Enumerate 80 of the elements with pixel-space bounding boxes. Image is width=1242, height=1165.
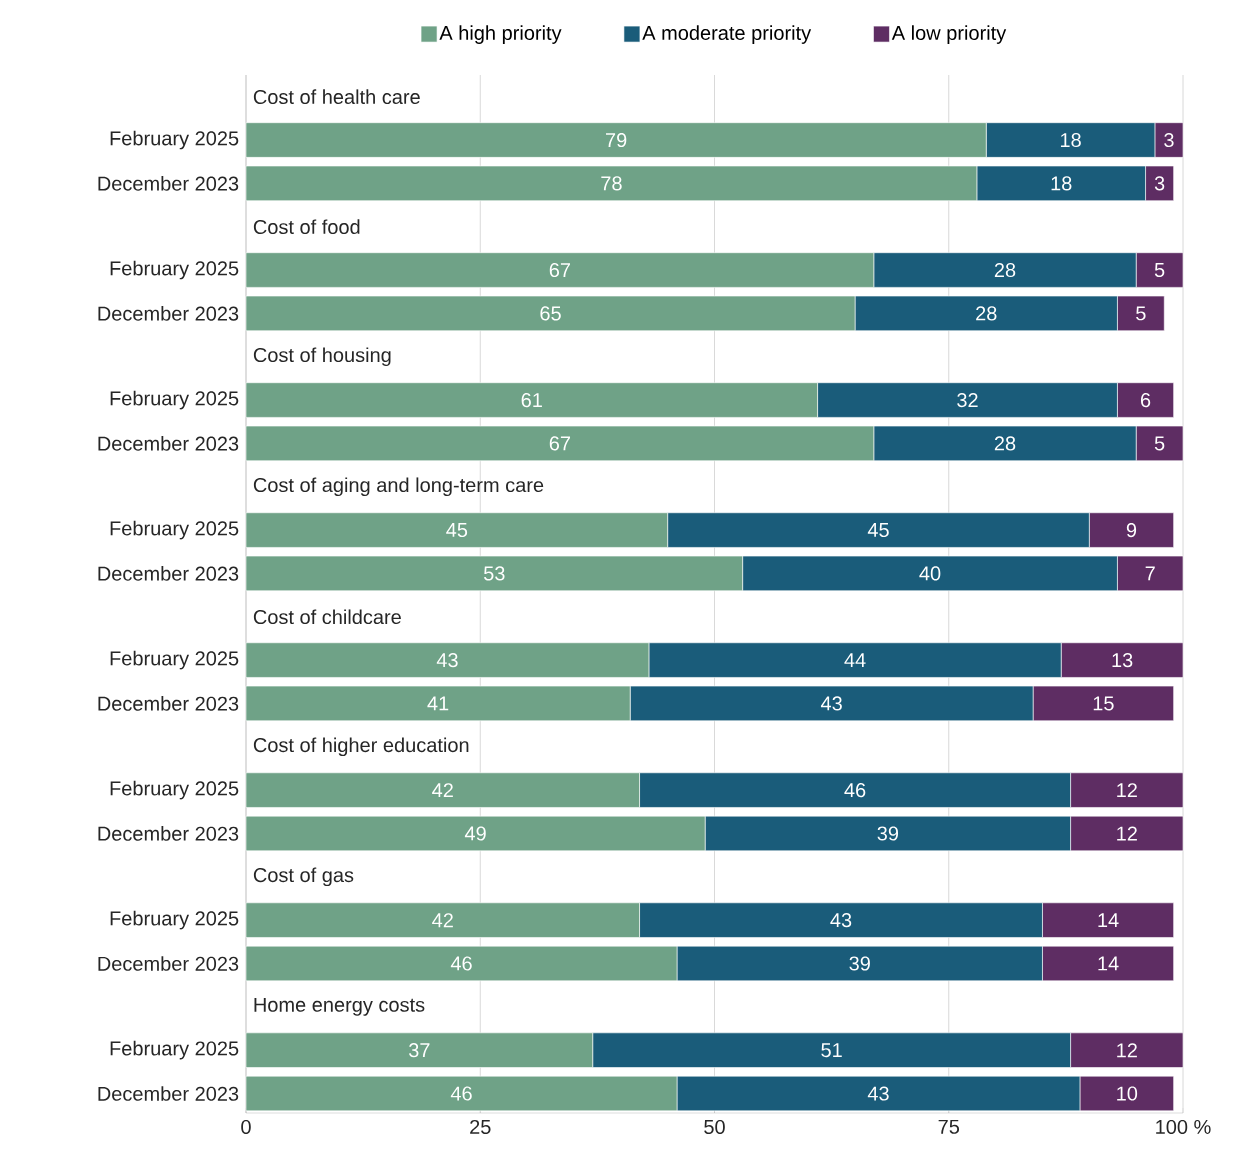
data-label: 51 [821,1043,842,1058]
data-label: 49 [464,826,486,841]
data-label: 9 [1126,523,1137,538]
data-label: 12 [1117,1043,1137,1058]
data-label: 28 [994,436,1016,451]
data-label: 13 [1112,653,1133,668]
y-tick-label: February 2025 [110,390,239,410]
y-tick-label: February 2025 [110,1040,239,1060]
y-tick-label: February 2025 [110,260,239,280]
data-label: 12 [1117,826,1137,841]
annotation: Cost of higher education [253,737,469,757]
data-label: 46 [450,956,472,971]
annotation: Cost of health care [253,89,420,105]
legend-label: A low priority [891,25,1007,44]
annotation: Cost of housing [253,347,391,367]
data-label: 39 [849,956,870,971]
x-tick-label: 0 [241,1119,251,1135]
data-label: 40 [919,566,941,581]
x-tick-label: 25 [470,1119,491,1135]
data-label: 37 [408,1043,430,1058]
data-label: 53 [483,566,505,581]
y-tick-label: December 2023 [98,696,239,711]
data-label: 7 [1145,566,1155,581]
y-tick-label: December 2023 [98,956,239,971]
annotation: Cost of gas [253,867,354,887]
data-label: 44 [844,653,866,667]
y-tick-label: December 2023 [98,1086,239,1101]
data-label: 43 [867,1086,889,1101]
legend-label: A moderate priority [642,25,812,44]
data-label: 6 [1140,392,1151,408]
annotation: Cost of childcare [253,609,401,625]
data-label: 45 [867,523,889,538]
data-label: 28 [994,262,1016,278]
y-tick-label: February 2025 [110,650,239,670]
y-tick-label: December 2023 [98,436,239,451]
y-tick-label: December 2023 [98,566,239,581]
x-tick-label: 100 % [1156,1119,1211,1135]
y-tick-label: February 2025 [110,130,239,150]
data-label: 42 [432,913,453,928]
y-tick-label: December 2023 [98,306,239,321]
data-label: 10 [1117,1086,1138,1101]
data-label: 65 [540,306,561,321]
data-label: 3 [1164,132,1174,148]
data-label: 5 [1154,436,1165,451]
data-label: 78 [601,176,622,191]
data-label: 5 [1154,263,1165,278]
data-label: 18 [1060,132,1081,148]
data-label: 43 [436,653,458,668]
data-label: 14 [1098,956,1119,971]
y-tick-label: February 2025 [110,780,239,800]
data-label: 67 [549,436,571,451]
data-label: 67 [549,262,571,278]
data-label: 41 [427,696,449,711]
data-label: 42 [432,783,453,798]
data-label: 32 [957,392,978,408]
annotation: Home energy costs [254,997,425,1016]
annotation: Cost of food [253,219,360,235]
data-label: 43 [830,913,852,928]
data-label: 3 [1154,176,1165,191]
data-label: 18 [1051,176,1072,191]
x-tick-label: 50 [704,1119,725,1135]
y-tick-label: February 2025 [110,910,239,930]
data-label: 39 [877,826,899,841]
y-tick-label: February 2025 [110,520,239,540]
legend-label: A high priority [439,25,562,44]
y-tick-label: December 2023 [98,176,239,191]
data-label: 46 [450,1086,472,1101]
data-label: 45 [446,523,468,538]
data-label: 46 [844,783,866,798]
annotation: Cost of aging and long-term care [253,477,544,497]
data-label: 15 [1093,696,1114,711]
x-tick-label: 75 [938,1119,960,1134]
data-label: 12 [1117,783,1137,798]
data-label: 61 [521,392,542,408]
data-label: 5 [1136,306,1146,321]
data-label: 43 [820,696,842,711]
data-label: 28 [976,306,997,321]
data-label: 79 [606,132,627,148]
y-tick-label: December 2023 [98,826,239,841]
data-label: 14 [1098,913,1119,928]
